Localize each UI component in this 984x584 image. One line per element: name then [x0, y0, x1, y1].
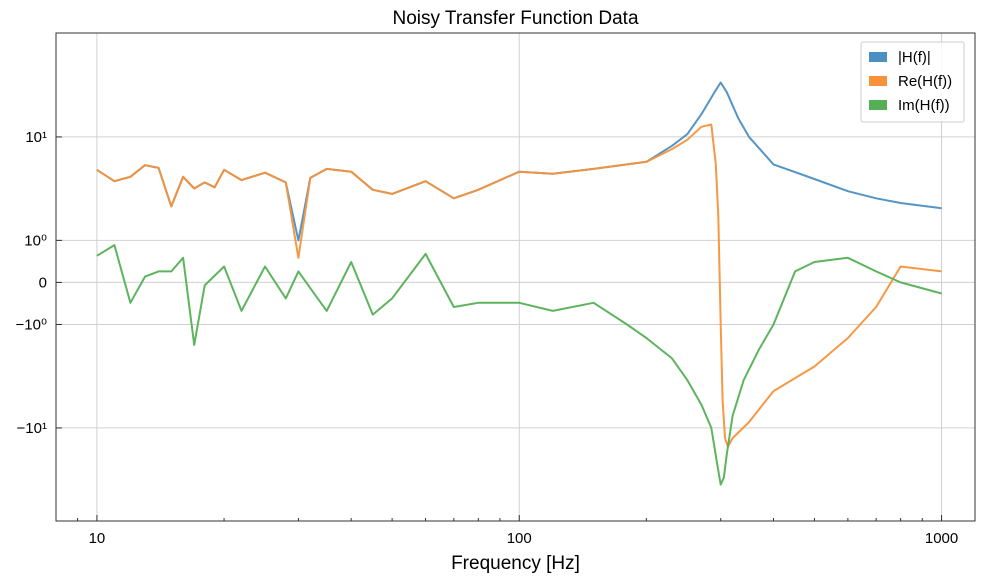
legend-label: Re(H(f)) [898, 73, 952, 90]
y-tick-label: 10¹ [25, 129, 47, 146]
x-tick-label: 1000 [925, 530, 958, 547]
y-tick-label: −10¹ [17, 420, 47, 437]
y-tick-label: 10⁰ [24, 232, 47, 249]
legend-swatch [869, 100, 887, 110]
series-line-2 [96, 123, 942, 448]
series-layer [96, 81, 942, 486]
legend: |H(f)| Re(H(f)) Im(H(f)) [860, 41, 965, 123]
x-tick-label: 100 [507, 530, 532, 547]
legend-label: |H(f)| [898, 49, 931, 66]
x-tick-label: 10 [89, 530, 106, 547]
axes-frame [55, 32, 976, 522]
y-axis: 10¹ 10⁰ 0 −10⁰ −10¹ [16, 129, 62, 437]
legend-swatch [869, 52, 887, 62]
legend-label: Im(H(f)) [898, 97, 950, 114]
series-line-3 [96, 244, 942, 486]
legend-swatch [869, 76, 887, 86]
grid [56, 33, 975, 521]
y-tick-label: −10⁰ [16, 316, 47, 333]
x-axis: 10 100 1000 [55, 515, 958, 547]
y-tick-label: 0 [39, 274, 47, 291]
x-axis-label: Frequency [Hz] [451, 553, 580, 574]
chart-title: Noisy Transfer Function Data [392, 8, 638, 29]
